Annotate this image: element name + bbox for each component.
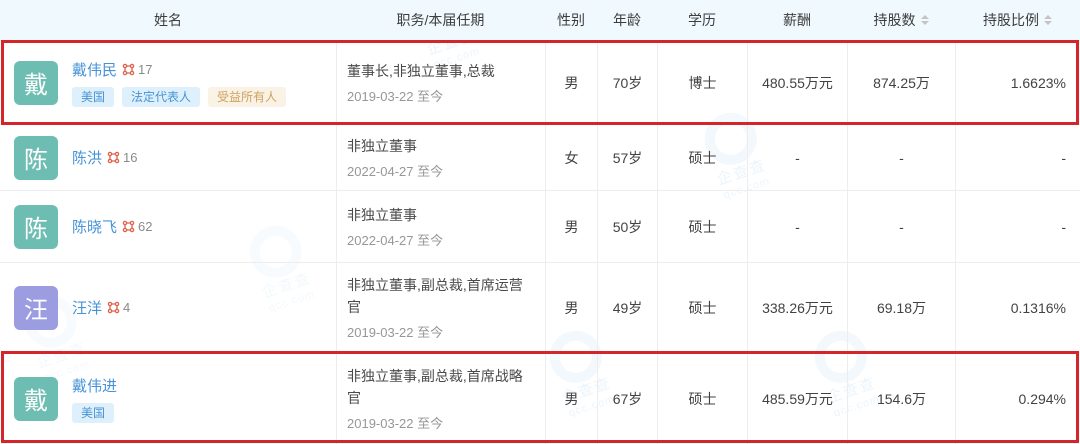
education-cell: 硕士 — [657, 125, 747, 190]
avatar: 戴 — [14, 376, 58, 421]
gender-cell: 男 — [545, 353, 597, 444]
tag-beneficial-owner: 受益所有人 — [208, 86, 287, 107]
age-cell: 67岁 — [597, 353, 657, 444]
column-header-name: 姓名 — [0, 10, 336, 30]
avatar-initial: 戴 — [24, 388, 48, 415]
gender-cell: 男 — [545, 191, 597, 262]
relation-count-value: 4 — [123, 300, 131, 315]
column-header-gender: 性别 — [545, 10, 597, 30]
header-label: 年龄 — [613, 12, 641, 28]
ratio-cell: 0.1316% — [955, 263, 1080, 352]
position-text: 董事长,非独立董事,总裁 — [347, 63, 495, 79]
person-name-link[interactable]: 戴伟进 — [72, 377, 118, 395]
ratio-cell: 0.294% — [955, 353, 1080, 444]
education-cell: 硕士 — [657, 191, 747, 262]
age-cell: 49岁 — [597, 263, 657, 352]
position-text: 非独立董事,副总裁,首席运营官 — [347, 277, 523, 315]
header-label: 性别 — [557, 12, 585, 28]
table-row: 戴 戴伟进 美国 非独立董事,副总裁,首席战略官 2019-03-22 至今 男… — [0, 352, 1080, 444]
education-cell: 硕士 — [657, 263, 747, 352]
person-name-link[interactable]: 陈晓飞 — [72, 219, 118, 236]
column-header-salary: 薪酬 — [747, 10, 847, 30]
table-header: 姓名 职务/本届任期 性别 年龄 学历 薪酬 持股数 持股比例 — [0, 0, 1080, 40]
age-cell: 57岁 — [597, 125, 657, 190]
tag-country: 美国 — [72, 402, 115, 423]
salary-cell: 485.59万元 — [747, 353, 847, 444]
tag-country: 美国 — [72, 86, 115, 107]
column-header-ratio[interactable]: 持股比例 — [955, 10, 1080, 30]
gender-cell: 男 — [545, 41, 597, 124]
person-name-link[interactable]: 陈洪 — [72, 150, 103, 167]
term-text: 2022-04-27 至今 — [347, 164, 444, 179]
salary-cell: - — [747, 191, 847, 262]
avatar-initial: 汪 — [24, 297, 48, 324]
relation-graph-icon — [122, 63, 135, 75]
ratio-cell: - — [955, 125, 1080, 190]
position-text: 非独立董事 — [347, 207, 417, 223]
sort-icon[interactable] — [920, 15, 929, 25]
gender-cell: 男 — [545, 263, 597, 352]
header-label: 薪酬 — [783, 12, 811, 28]
avatar: 陈 — [14, 135, 58, 180]
age-cell: 50岁 — [597, 191, 657, 262]
tag-legal-rep: 法定代表人 — [122, 86, 201, 107]
term-text: 2022-04-27 至今 — [347, 233, 444, 248]
term-text: 2019-03-22 至今 — [347, 325, 444, 340]
position-text: 非独立董事 — [347, 138, 417, 154]
shares-cell: 69.18万 — [847, 263, 955, 352]
avatar: 汪 — [14, 285, 58, 330]
avatar: 戴 — [14, 60, 58, 105]
education-cell: 硕士 — [657, 353, 747, 444]
term-text: 2019-03-22 至今 — [347, 89, 444, 104]
relation-count-value: 17 — [138, 61, 153, 77]
header-label: 学历 — [688, 12, 716, 28]
table-row: 陈 陈洪 16 非独立董事 2022-04-27 至今 女 57岁 硕士 — [0, 124, 1080, 190]
sort-icon[interactable] — [1044, 15, 1052, 25]
column-header-position: 职务/本届任期 — [336, 10, 545, 30]
ratio-cell: - — [955, 191, 1080, 262]
avatar-initial: 戴 — [24, 72, 48, 99]
shares-cell: 154.6万 — [847, 353, 955, 444]
relation-count[interactable]: 16 — [107, 150, 137, 165]
table-row: 陈 陈晓飞 62 非独立董事 2022-04-27 至今 男 50岁 硕士 — [0, 190, 1080, 262]
relation-count[interactable]: 62 — [122, 219, 152, 234]
avatar: 陈 — [14, 204, 58, 249]
shares-cell: 874.25万 — [847, 41, 955, 124]
term-text: 2019-03-22 至今 — [347, 416, 444, 431]
relation-graph-icon — [107, 301, 120, 314]
relation-count-value: 62 — [138, 219, 153, 234]
column-header-shares[interactable]: 持股数 — [847, 10, 955, 30]
education-cell: 博士 — [657, 41, 747, 124]
salary-cell: - — [747, 125, 847, 190]
avatar-initial: 陈 — [24, 216, 48, 243]
column-header-education: 学历 — [657, 10, 747, 30]
shares-cell: - — [847, 125, 955, 190]
header-label: 职务/本届任期 — [396, 12, 485, 28]
person-name-link[interactable]: 戴伟民 — [72, 61, 118, 79]
age-cell: 70岁 — [597, 41, 657, 124]
table-row: 戴 戴伟民 17 美国 法定代表人 受益所有人 — [0, 40, 1080, 124]
relation-graph-icon — [107, 151, 120, 164]
table-row: 汪 汪洋 4 非独立董事,副总裁,首席运营官 2019-03-22 至今 男 4… — [0, 262, 1080, 352]
avatar-initial: 陈 — [24, 147, 48, 174]
gender-cell: 女 — [545, 125, 597, 190]
relation-count[interactable]: 4 — [107, 300, 130, 315]
header-label: 持股比例 — [983, 12, 1039, 28]
relation-graph-icon — [122, 220, 135, 233]
salary-cell: 338.26万元 — [747, 263, 847, 352]
shares-cell: - — [847, 191, 955, 262]
ratio-cell: 1.6623% — [955, 41, 1080, 124]
salary-cell: 480.55万元 — [747, 41, 847, 124]
person-name-link[interactable]: 汪洋 — [72, 300, 103, 317]
position-text: 非独立董事,副总裁,首席战略官 — [347, 368, 523, 406]
column-header-age: 年龄 — [597, 10, 657, 30]
header-label: 姓名 — [154, 12, 182, 28]
header-label: 持股数 — [873, 12, 916, 28]
relation-count[interactable]: 17 — [122, 62, 152, 77]
relation-count-value: 16 — [123, 150, 138, 165]
